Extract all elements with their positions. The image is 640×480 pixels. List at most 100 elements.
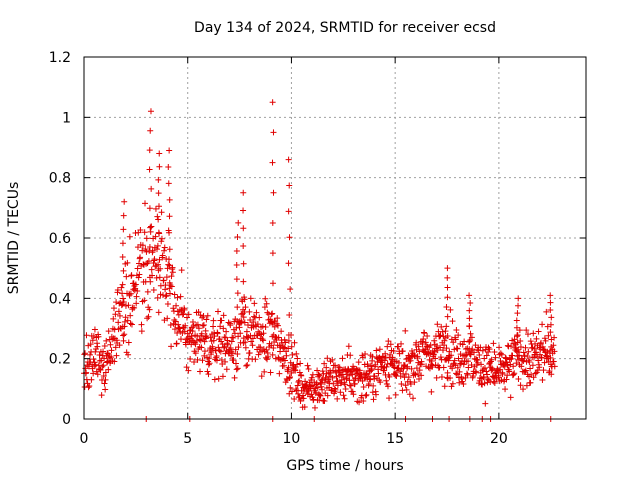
data-point [246,308,253,315]
data-point [471,349,478,356]
data-point [341,381,348,388]
data-point [454,345,461,352]
data-point [541,359,548,366]
data-point [351,380,358,387]
data-point [161,247,168,254]
data-point [394,365,401,372]
data-point [503,359,510,366]
data-point [197,368,204,375]
data-point [263,346,270,353]
data-point [121,331,128,338]
data-point [313,389,320,396]
x-tick-label: 15 [386,431,404,447]
data-point [286,234,293,241]
data-point [243,362,250,369]
data-point [126,292,133,299]
data-point [126,233,133,240]
data-point [102,376,109,383]
data-point [189,319,196,326]
data-point [382,354,389,361]
y-tick-label: 0.6 [49,231,71,247]
data-point [377,379,384,386]
data-point [551,348,558,355]
data-point [105,328,112,335]
data-point [240,278,247,285]
data-point [113,299,120,306]
data-point [480,374,487,381]
data-point [437,332,444,339]
data-point [147,127,154,134]
data-point [333,378,340,385]
data-point [215,308,222,315]
data-point [524,331,531,338]
data-point [174,330,181,337]
data-point [492,354,499,361]
data-point [198,344,205,351]
data-point [300,395,307,402]
data-point [139,247,146,254]
data-point [459,341,466,348]
data-point [166,246,173,253]
data-point [269,99,276,106]
data-point [89,337,96,344]
data-point [155,261,162,268]
y-axis-label: SRMTID / TECUs [6,182,22,295]
data-point [285,156,292,163]
data-point [107,341,114,348]
x-tick-label: 10 [283,431,301,447]
data-point [439,347,446,354]
data-point [384,343,391,350]
data-point [359,377,366,384]
data-point [408,365,415,372]
data-point [258,373,265,380]
data-point [240,207,247,214]
data-point [137,254,144,261]
data-point [360,383,367,390]
data-point [235,219,242,226]
data-point [381,357,388,364]
data-point [262,323,269,330]
data-point [329,367,336,374]
data-point [149,272,156,279]
data-point [82,350,89,357]
data-point [179,311,186,318]
data-point [169,269,176,276]
data-point [502,386,509,393]
data-point [265,353,272,360]
data-point [466,307,473,314]
data-point [517,344,524,351]
data-point [399,348,406,355]
data-point [137,226,144,233]
data-point [447,306,454,313]
data-point [532,370,539,377]
data-point [233,247,240,254]
data-point [148,223,155,230]
data-point [547,354,554,361]
data-point [143,248,150,255]
data-point [155,203,162,210]
data-point [486,346,493,353]
data-point [133,293,140,300]
data-point [168,343,175,350]
data-point [460,381,467,388]
data-point [503,376,510,383]
data-point [526,358,533,365]
data-point [449,365,456,372]
data-point [249,342,256,349]
data-point [210,323,217,330]
data-point [270,129,277,136]
data-point [166,213,173,220]
data-point [92,361,99,368]
data-point [331,385,338,392]
data-point [345,343,352,350]
data-point [515,295,522,302]
data-point [101,343,108,350]
data-point [501,363,508,370]
data-point [105,366,112,373]
data-point [241,296,248,303]
data-point [166,196,173,203]
data-point [443,345,450,352]
data-point [414,370,421,377]
data-point [85,363,92,370]
data-point [242,344,249,351]
